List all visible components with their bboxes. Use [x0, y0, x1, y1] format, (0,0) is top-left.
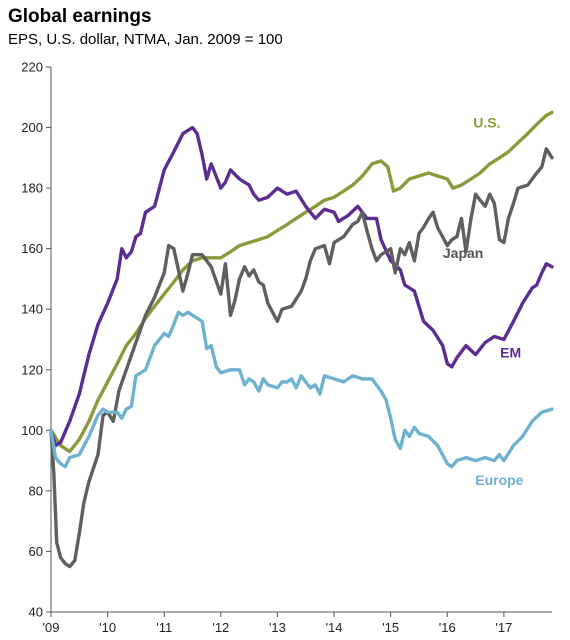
y-tick-label: 140	[21, 302, 43, 317]
y-tick-label: 200	[21, 120, 43, 135]
y-tick-label: 120	[21, 362, 43, 377]
series-line-japan	[49, 147, 554, 569]
series-lines	[49, 110, 554, 569]
x-tick-label: '14	[326, 620, 343, 635]
x-tick-label: '13	[269, 620, 286, 635]
y-tick-label: 220	[21, 60, 43, 75]
series-label-em: EM	[500, 345, 521, 361]
chart-subtitle: EPS, U.S. dollar, NTMA, Jan. 2009 = 100	[8, 31, 283, 48]
y-tick-label: 60	[29, 544, 43, 559]
x-tick-label: '10	[99, 620, 116, 635]
y-tick-label: 80	[29, 483, 43, 498]
x-tick-label: '12	[212, 620, 229, 635]
series-line-em	[49, 125, 554, 448]
x-axis-ticks: '09 '10 '11 '12 '13 '14 '15 '16 '17	[43, 612, 512, 635]
series-label-europe: Europe	[475, 472, 523, 488]
y-tick-label: 40	[29, 605, 43, 620]
y-tick-label: 100	[21, 423, 43, 438]
x-tick-label: '17	[495, 620, 512, 635]
series-label-japan: Japan	[443, 245, 483, 261]
series-labels: U.S. Japan EM Europe	[443, 115, 524, 488]
x-tick-label: '15	[382, 620, 399, 635]
x-tick-label: '09	[43, 620, 60, 635]
chart-title: Global earnings	[8, 6, 152, 27]
series-label-u-s: U.S.	[473, 115, 500, 131]
series-line-u-s	[49, 110, 554, 454]
series-line-europe	[49, 310, 554, 469]
y-tick-label: 180	[21, 181, 43, 196]
y-tick-label: 160	[21, 241, 43, 256]
x-tick-label: '16	[439, 620, 456, 635]
x-tick-label: '11	[156, 620, 172, 635]
y-axis-ticks: 40 60 80 100 120 140 160 180 200 220	[21, 60, 51, 620]
